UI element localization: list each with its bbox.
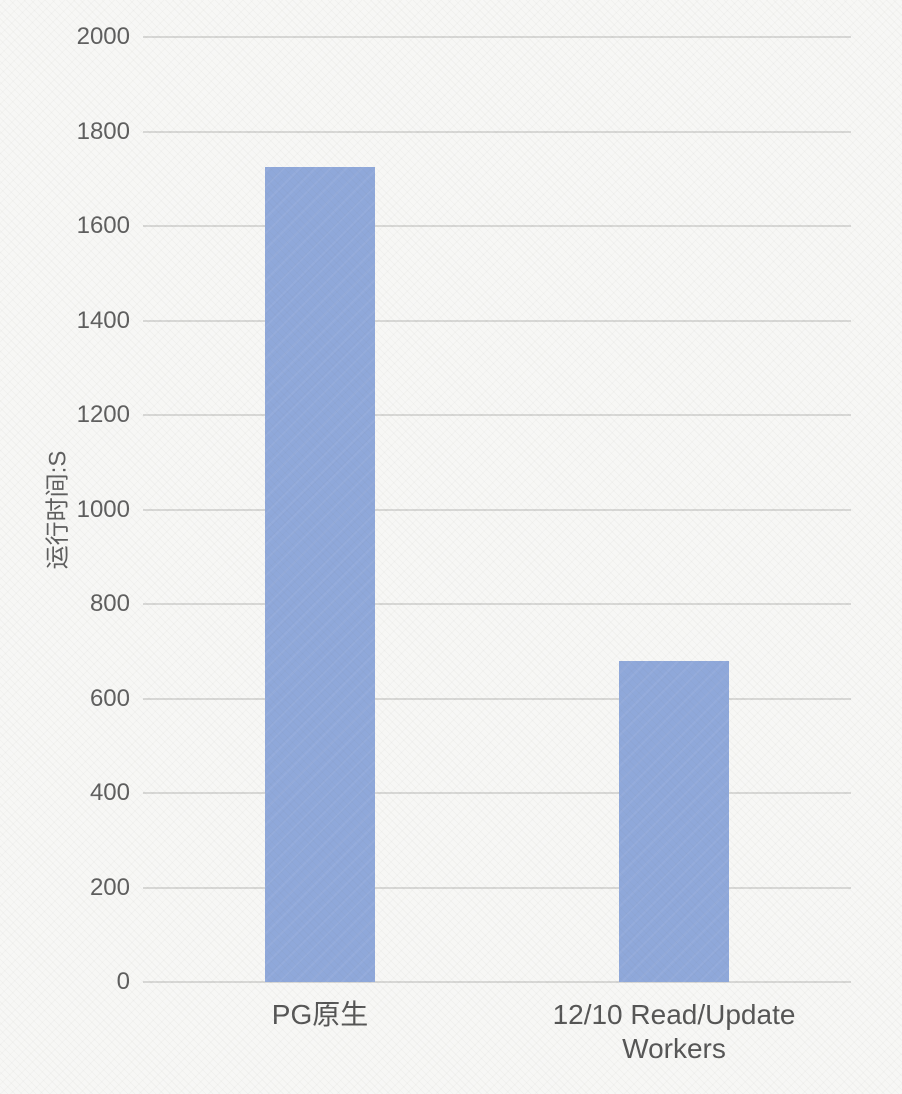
y-tick-label-200: 200 bbox=[89, 873, 130, 901]
bar-1 bbox=[619, 660, 729, 982]
y-tick-label-1000: 1000 bbox=[76, 495, 130, 523]
gridline-1200 bbox=[143, 414, 851, 416]
gridline-1800 bbox=[143, 130, 851, 133]
y-tick-label-600: 600 bbox=[89, 684, 130, 712]
y-tick-label-2000: 2000 bbox=[76, 23, 130, 50]
y-tick-label-0: 0 bbox=[116, 968, 130, 995]
x-category-label-1: 12/10 Read/Update Workers bbox=[552, 999, 796, 1064]
y-tick-label-1400: 1400 bbox=[76, 306, 130, 334]
x-category-label-0: PG原生 bbox=[271, 999, 369, 1030]
bar-0 bbox=[265, 166, 375, 982]
y-tick-label-1800: 1800 bbox=[76, 117, 130, 145]
y-tick-label-1200: 1200 bbox=[76, 401, 130, 428]
gridline-400 bbox=[143, 792, 851, 794]
gridline-1000 bbox=[143, 508, 851, 511]
y-tick-label-800: 800 bbox=[89, 590, 130, 617]
gridline-800 bbox=[143, 603, 851, 605]
gridline-1600 bbox=[143, 225, 851, 227]
y-tick-label-1600: 1600 bbox=[76, 212, 130, 239]
gridline-0 bbox=[143, 981, 851, 983]
gridline-2000 bbox=[143, 36, 851, 38]
gridline-600 bbox=[143, 697, 851, 700]
gridline-200 bbox=[143, 886, 851, 889]
y-tick-label-400: 400 bbox=[89, 779, 130, 806]
gridline-1400 bbox=[143, 319, 851, 322]
